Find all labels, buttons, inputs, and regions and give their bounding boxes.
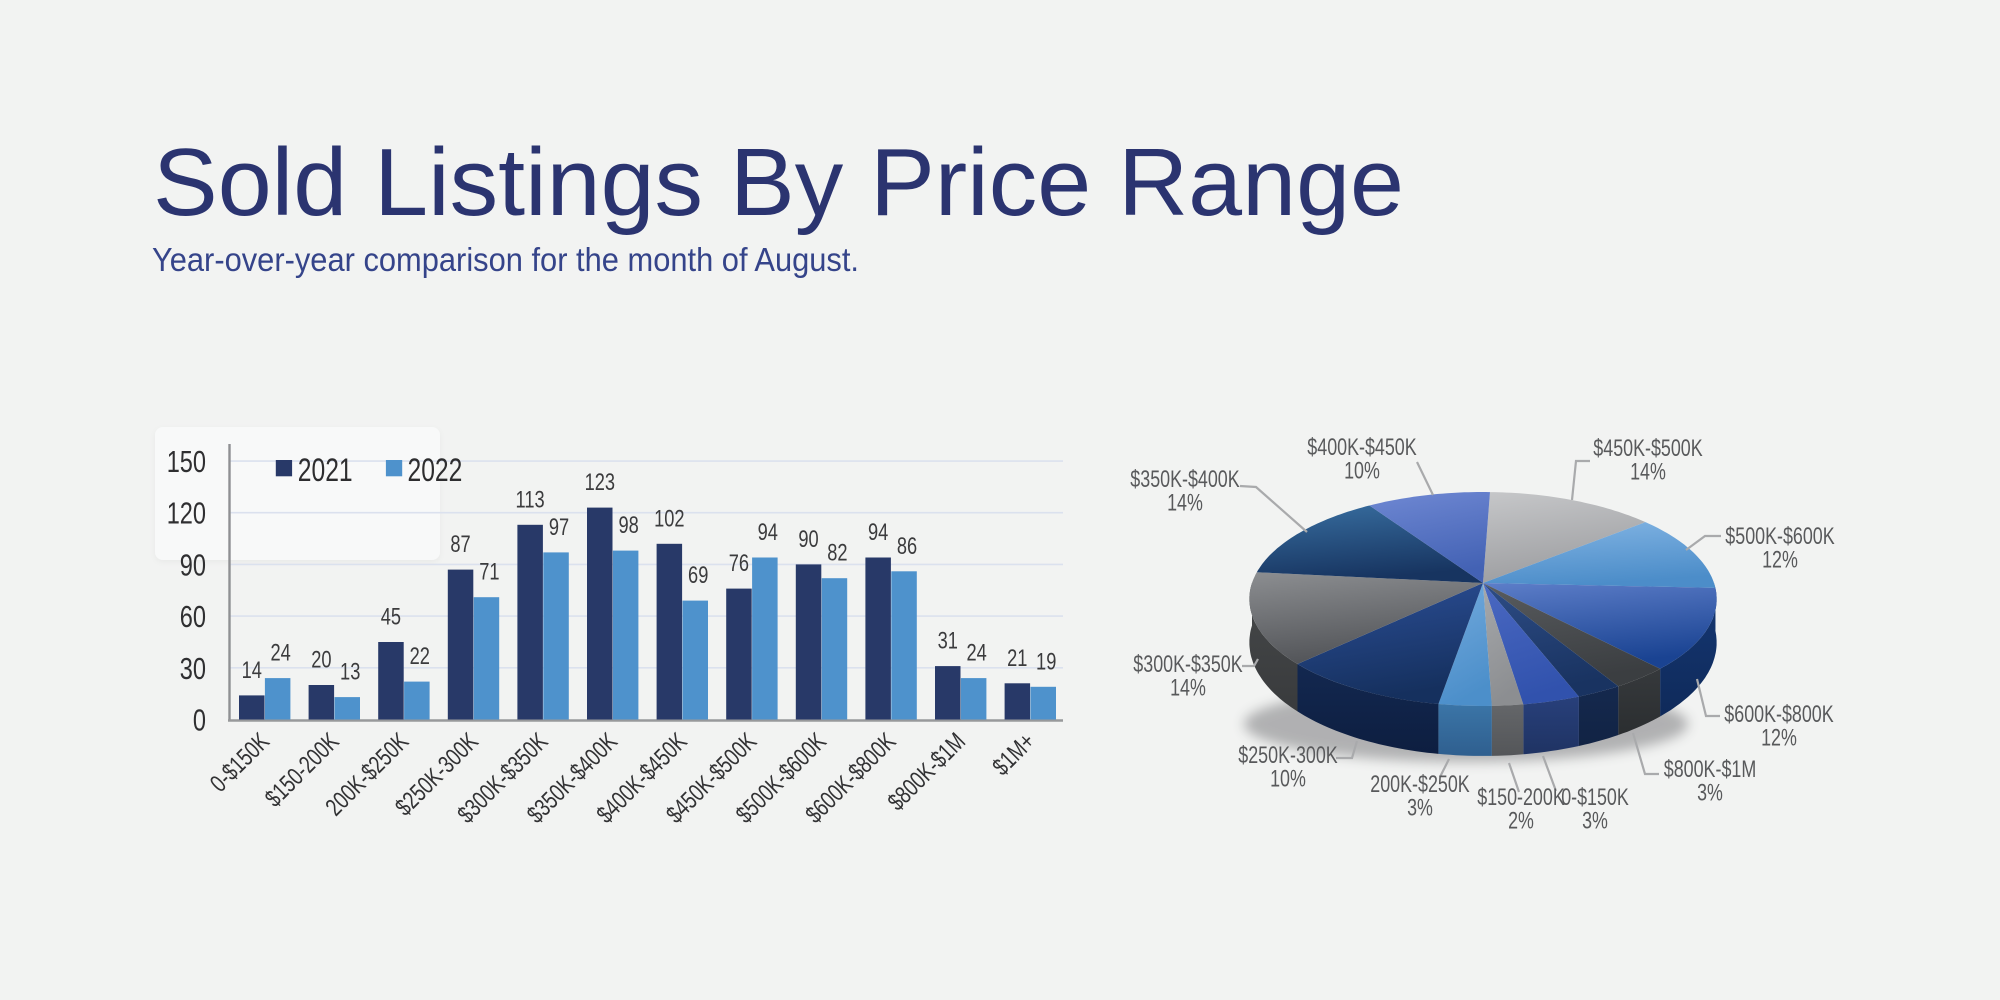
svg-text:2021: 2021: [298, 452, 353, 488]
svg-text:31: 31: [938, 628, 958, 655]
svg-text:24: 24: [270, 640, 290, 667]
svg-text:2022: 2022: [408, 452, 463, 488]
svg-text:3%: 3%: [1407, 795, 1433, 822]
svg-text:76: 76: [729, 550, 749, 577]
svg-text:$800K-$1M: $800K-$1M: [883, 728, 971, 816]
svg-text:$250K-300K: $250K-300K: [1238, 742, 1338, 769]
svg-text:14%: 14%: [1170, 675, 1206, 702]
svg-text:13: 13: [340, 659, 360, 686]
svg-text:12%: 12%: [1761, 725, 1797, 752]
svg-text:90: 90: [180, 547, 206, 582]
svg-text:30: 30: [180, 651, 206, 686]
svg-text:3%: 3%: [1582, 808, 1608, 835]
svg-text:71: 71: [479, 559, 499, 586]
svg-text:19: 19: [1036, 648, 1056, 675]
svg-text:69: 69: [688, 562, 708, 589]
svg-text:$150-200K: $150-200K: [1477, 784, 1565, 811]
svg-text:14%: 14%: [1630, 459, 1666, 486]
svg-text:82: 82: [827, 540, 847, 567]
svg-text:150: 150: [167, 444, 206, 479]
svg-text:123: 123: [585, 469, 615, 496]
svg-text:$500K-$600K: $500K-$600K: [1725, 523, 1835, 550]
svg-text:Sold Listings By Price Range: Sold Listings By Price Range: [153, 130, 1404, 236]
svg-text:$1M+: $1M+: [988, 728, 1041, 781]
svg-text:2%: 2%: [1508, 808, 1534, 835]
svg-text:$300K-$350K: $300K-$350K: [1133, 651, 1243, 678]
svg-text:14: 14: [242, 657, 262, 684]
svg-text:86: 86: [897, 533, 917, 560]
svg-text:12%: 12%: [1762, 547, 1798, 574]
svg-text:120: 120: [167, 496, 206, 531]
svg-text:10%: 10%: [1344, 458, 1380, 485]
svg-text:94: 94: [868, 519, 888, 546]
svg-text:0-$150K: 0-$150K: [1561, 784, 1629, 811]
svg-text:$800K-$1M: $800K-$1M: [1664, 756, 1757, 783]
svg-text:60: 60: [180, 599, 206, 634]
svg-text:21: 21: [1007, 645, 1027, 672]
svg-text:22: 22: [410, 643, 430, 670]
svg-text:94: 94: [758, 519, 778, 546]
svg-text:0-$150K: 0-$150K: [205, 728, 275, 798]
svg-text:$600K-$800K: $600K-$800K: [1724, 701, 1834, 728]
svg-text:$450K-$500K: $450K-$500K: [1593, 435, 1703, 462]
svg-text:45: 45: [381, 604, 401, 631]
svg-text:87: 87: [450, 531, 470, 558]
svg-text:90: 90: [798, 526, 818, 553]
svg-text:97: 97: [549, 514, 569, 541]
svg-text:10%: 10%: [1270, 766, 1306, 793]
svg-text:98: 98: [618, 512, 638, 539]
svg-text:$400K-$450K: $400K-$450K: [1307, 434, 1417, 461]
svg-text:3%: 3%: [1697, 780, 1723, 807]
svg-text:200K-$250K: 200K-$250K: [1370, 771, 1470, 798]
svg-text:14%: 14%: [1167, 490, 1203, 517]
svg-text:Year-over-year comparison for: Year-over-year comparison for the month …: [152, 241, 859, 278]
svg-text:20: 20: [311, 647, 331, 674]
svg-text:0: 0: [193, 703, 206, 738]
svg-text:24: 24: [966, 640, 986, 667]
svg-text:102: 102: [654, 505, 684, 532]
svg-text:113: 113: [516, 486, 545, 513]
svg-text:$350K-$400K: $350K-$400K: [1130, 466, 1240, 493]
